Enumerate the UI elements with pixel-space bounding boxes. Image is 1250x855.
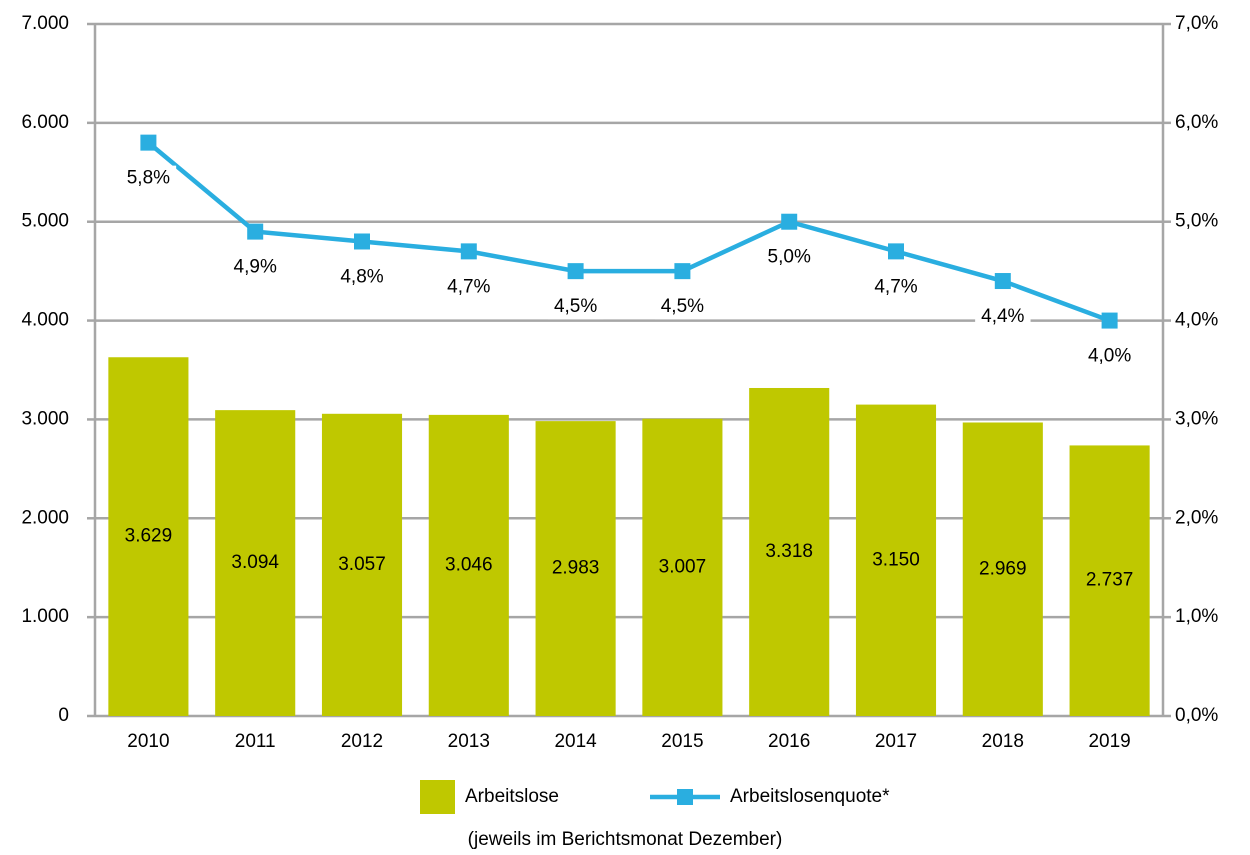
x-tick-label: 2018 (982, 731, 1024, 752)
label-background (227, 254, 283, 280)
x-tick-label: 2013 (448, 731, 490, 752)
bar (428, 414, 509, 716)
bar-value-label: 3.150 (872, 549, 920, 570)
line-value-label: 4,7% (447, 276, 490, 297)
y2-tick-label: 1,0% (1175, 606, 1218, 627)
x-tick-label: 2016 (768, 731, 810, 752)
x-tick-label: 2012 (341, 731, 383, 752)
label-background (1081, 343, 1138, 369)
y2-tick-label: 5,0% (1175, 211, 1218, 232)
line (146, 140, 1111, 323)
label-background (547, 294, 604, 320)
line-marker (888, 243, 904, 260)
bar-value-label: 3.046 (445, 554, 493, 575)
y-tick-label: 6.000 (21, 112, 69, 133)
x-tick-label: 2019 (1088, 731, 1130, 752)
bar (1069, 445, 1150, 716)
bar (535, 421, 616, 716)
bar (321, 413, 403, 716)
line-marker (994, 273, 1011, 290)
line-marker (674, 263, 691, 280)
x-tick-label: 2014 (554, 731, 597, 752)
bar-value-label: 3.318 (765, 541, 813, 562)
line-marker (354, 233, 370, 250)
legend-swatch-marker (677, 789, 693, 805)
line-marker (567, 263, 584, 280)
line-value-label: 4,8% (340, 267, 383, 288)
line-marker (247, 223, 264, 240)
label-background (120, 165, 177, 191)
line-value-label: 4,9% (234, 257, 277, 278)
bar-value-label: 2.737 (1086, 570, 1134, 591)
x-tick-label: 2017 (875, 731, 917, 752)
label-background (868, 274, 924, 300)
y2-tick-label: 7,0% (1175, 13, 1218, 34)
x-tick-label: 2011 (235, 731, 276, 752)
label-background (975, 304, 1031, 330)
line-marker (781, 213, 798, 230)
bar-value-label: 3.057 (338, 554, 386, 575)
line-value-label: 4,0% (1088, 346, 1131, 367)
bars (108, 357, 1150, 716)
legend-swatch (420, 780, 455, 814)
bar (749, 387, 830, 716)
labels: 3.629 3.094 3.057 3.046 2.983 3.007 3.318 3.150… (120, 165, 1138, 591)
legend-label: Arbeitslosenquote* (730, 786, 890, 807)
bar-value-label: 3.094 (231, 552, 279, 573)
lines (140, 134, 1118, 329)
y-tick-label: 4.000 (21, 310, 69, 331)
bar-value-label: 2.969 (979, 558, 1027, 579)
bar (108, 357, 189, 716)
bar (642, 418, 723, 716)
x-tick-label: 2015 (661, 731, 703, 752)
bar (962, 422, 1043, 716)
y-tick-label: 1.000 (21, 606, 69, 627)
line-value-label: 4,5% (661, 296, 704, 317)
footnote: (jeweils im Berichtsmonat Dezember) (468, 829, 783, 850)
bar (855, 404, 937, 716)
line-value-label: 5,8% (127, 168, 170, 189)
line-value-label: 4,4% (981, 306, 1024, 327)
y2-tick-label: 6,0% (1175, 112, 1218, 133)
y-tick-label: 0 (58, 705, 69, 726)
line-marker (460, 243, 477, 260)
bar (215, 410, 296, 716)
line-value-label: 5,0% (768, 247, 811, 268)
y2-tick-label: 3,0% (1175, 408, 1218, 429)
bar-value-label: 3.629 (125, 526, 173, 547)
line-value-label: 4,5% (554, 296, 597, 317)
y2-tick-label: 4,0% (1175, 310, 1218, 331)
bar-value-label: 2.983 (552, 558, 600, 579)
y2-tick-label: 2,0% (1175, 507, 1218, 528)
y-tick-label: 3.000 (21, 408, 69, 429)
bar-value-label: 3.007 (659, 556, 707, 577)
label-background (761, 244, 817, 270)
legend-label: Arbeitslose (465, 786, 559, 807)
label-background (441, 274, 497, 300)
line-marker (1101, 312, 1118, 329)
x-tick-label: 2010 (127, 731, 169, 752)
y-tick-label: 2.000 (21, 507, 69, 528)
y-tick-label: 5.000 (21, 211, 69, 232)
label-background (334, 264, 390, 290)
y-tick-label: 7.000 (21, 13, 69, 34)
label-background (654, 294, 711, 320)
line-value-label: 4,7% (874, 276, 917, 297)
y2-tick-label: 0,0% (1175, 705, 1218, 726)
line-marker (140, 134, 157, 151)
